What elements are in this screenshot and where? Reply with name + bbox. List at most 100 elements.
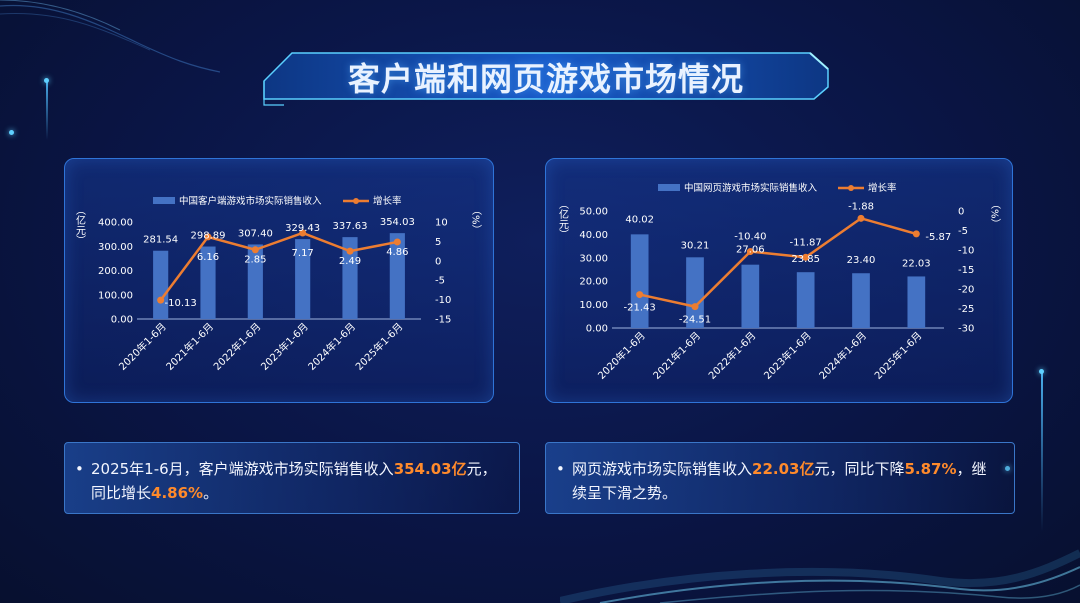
highlight-revenue: 354.03亿: [393, 460, 467, 478]
bar: [907, 276, 926, 328]
page-title: 客户端和网页游戏市场情况: [347, 60, 744, 98]
legend-line-marker: [848, 185, 854, 191]
y-left-axis-label: （亿元）: [74, 205, 86, 245]
growth-point: [857, 214, 865, 222]
bar: [389, 233, 405, 319]
x-tick-label: 2021年1-6月: [650, 329, 703, 382]
client-game-chart: 中国客户端游戏市场实际销售收入 增长率400.00300.00200.00100.…: [74, 195, 482, 373]
x-tick-label: 2022年1-6月: [706, 329, 759, 382]
bar: [200, 246, 216, 319]
y-left-tick-label: 40.00: [579, 230, 608, 241]
summary-text: ，继续呈下滑之势。: [572, 460, 987, 502]
bar: [153, 250, 169, 319]
x-tick-label: 2025年1-6月: [353, 320, 406, 373]
y-right-axis-label: （%）: [470, 205, 482, 235]
legend-line-label: 增长率: [373, 195, 402, 207]
growth-data-label: 6.16: [197, 252, 219, 263]
growth-data-label: 2.85: [244, 255, 266, 266]
left-glow-dot-2: [9, 130, 14, 135]
bar: [796, 272, 815, 328]
legend-bar-label: 中国网页游戏市场实际销售收入: [684, 182, 818, 194]
growth-point: [393, 238, 401, 246]
left-glow-dot: [44, 78, 49, 83]
bar: [295, 239, 311, 319]
y-right-tick-label: 0: [958, 207, 964, 218]
y-left-tick-label: 50.00: [579, 207, 608, 218]
y-left-tick-label: 0.00: [111, 315, 133, 326]
growth-point: [251, 246, 259, 254]
y-left-tick-label: 100.00: [98, 290, 133, 301]
growth-data-label: -1.88: [848, 201, 874, 212]
right-glow-line: [1041, 372, 1043, 532]
bottom-wave-decoration: [560, 549, 1080, 603]
growth-point: [204, 233, 212, 241]
x-tick-label: 2020年1-6月: [595, 329, 648, 382]
bar: [630, 234, 649, 328]
y-right-tick-label: 5: [435, 237, 441, 248]
bar-data-label: 354.03: [380, 217, 415, 228]
highlight-revenue: 22.03亿: [752, 460, 815, 478]
y-left-tick-label: 30.00: [579, 253, 608, 264]
y-left-axis-label: （亿元）: [557, 199, 569, 239]
web-game-chart: 中国网页游戏市场实际销售收入 增长率 50.00 40.00 30.00 20.00 10.…: [557, 182, 1001, 382]
growth-data-label: 7.17: [292, 248, 314, 259]
client-game-summary: • 2025年1-6月，客户端游戏市场实际销售收入354.03亿元，同比增长4.…: [64, 442, 520, 514]
highlight-decline: 5.87%: [904, 460, 957, 478]
growth-data-label: -24.51: [679, 315, 711, 326]
summary-text: 元，同比增长: [91, 460, 497, 502]
y-right-tick-label: 10: [435, 218, 448, 229]
title-banner: 客户端和网页游戏市场情况: [262, 47, 830, 107]
growth-point: [346, 247, 354, 255]
bar: [741, 264, 760, 328]
y-right-tick-label: -10: [958, 246, 974, 257]
growth-point: [636, 291, 644, 299]
y-right-tick-label: -20: [958, 285, 974, 296]
x-tick-label: 2022年1-6月: [211, 320, 264, 373]
y-left-tick-label: 0.00: [586, 324, 608, 335]
growth-line: [159, 231, 398, 301]
bar-data-label: 30.21: [681, 240, 710, 251]
x-tick-label: 2025年1-6月: [872, 329, 925, 382]
legend-bar-label: 中国客户端游戏市场实际销售收入: [179, 195, 322, 207]
x-tick-label: 2021年1-6月: [163, 320, 216, 373]
growth-data-label: -21.43: [624, 303, 656, 314]
x-tick-label: 2023年1-6月: [258, 320, 311, 373]
legend-line-marker: [353, 198, 359, 204]
title-banner-frame: [263, 52, 829, 106]
y-right-tick-label: 0: [435, 256, 441, 267]
summary-text: 网页游戏市场实际销售收入: [572, 460, 753, 478]
growth-data-label: -10.13: [165, 298, 197, 309]
bar-data-label: 329.43: [285, 223, 320, 234]
growth-data-label: 2.49: [339, 256, 361, 267]
bar: [852, 273, 870, 328]
bar-data-label: 307.40: [238, 228, 273, 239]
bar-data-label: 337.63: [333, 221, 368, 232]
growth-point: [912, 230, 920, 238]
web-game-summary: • 网页游戏市场实际销售收入22.03亿元，同比下降5.87%，继续呈下滑之势。: [545, 442, 1015, 514]
growth-point: [802, 253, 810, 261]
growth-data-label: 4.86: [386, 247, 408, 258]
legend-bar-swatch: [153, 197, 175, 204]
growth-point: [157, 296, 165, 304]
growth-line: [639, 216, 917, 308]
summary-text: 。: [203, 484, 219, 502]
web-game-chart-panel: 中国网页游戏市场实际销售收入 增长率 50.00 40.00 30.00 20.00 10.…: [545, 158, 1013, 403]
growth-data-label: -10.40: [734, 232, 766, 243]
x-tick-label: 2023年1-6月: [761, 329, 814, 382]
legend-line-label: 增长率: [868, 182, 897, 194]
highlight-growth: 4.86%: [151, 484, 204, 502]
y-left-tick-label: 400.00: [98, 218, 133, 229]
y-left-tick-label: 300.00: [98, 242, 133, 253]
bar-data-label: 23.85: [791, 254, 820, 265]
y-right-tick-label: -10: [435, 295, 451, 306]
y-right-tick-label: -15: [958, 265, 974, 276]
y-right-tick-label: -25: [958, 304, 974, 315]
y-left-tick-label: 20.00: [579, 277, 608, 288]
top-left-wave-decoration: [0, 0, 220, 73]
bar-data-label: 22.03: [902, 258, 931, 269]
bar: [247, 244, 263, 319]
growth-data-label: -11.87: [790, 237, 822, 248]
growth-point: [691, 303, 699, 311]
bar: [342, 237, 358, 319]
x-tick-label: 2020年1-6月: [116, 320, 169, 373]
